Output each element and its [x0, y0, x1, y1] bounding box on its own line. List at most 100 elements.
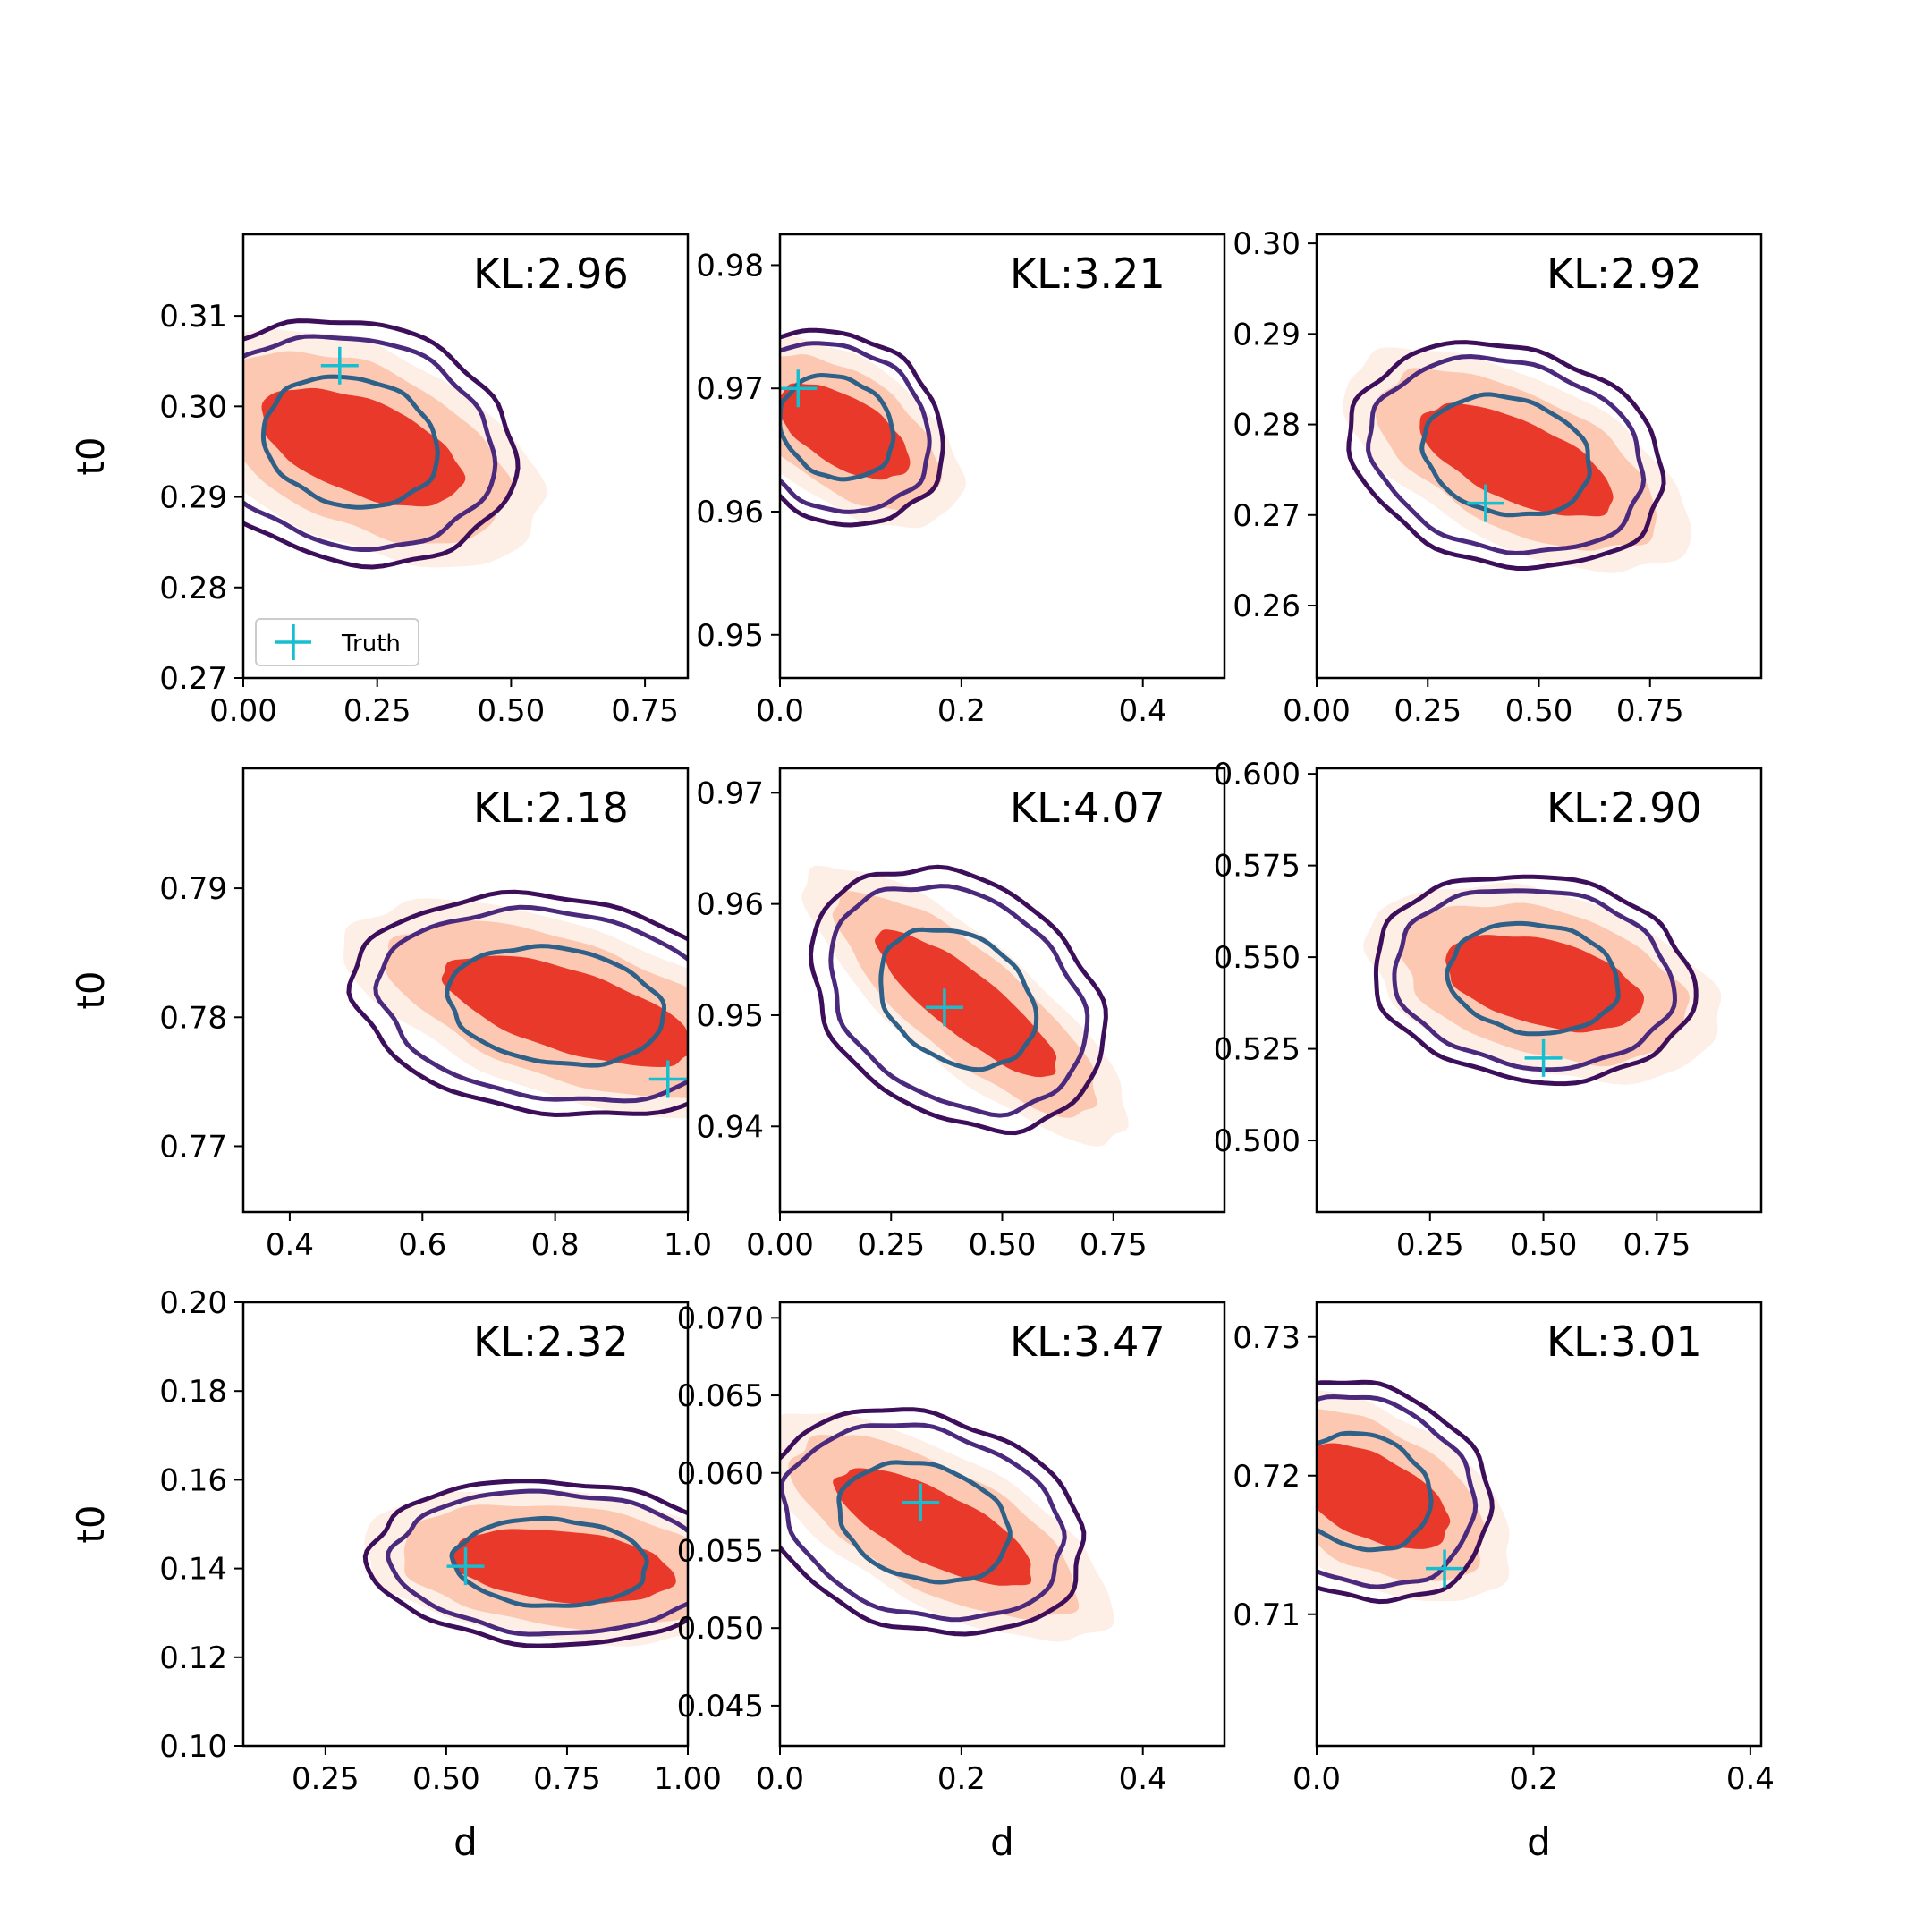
- contour-line-outer: [362, 1479, 688, 1648]
- plot-area: [362, 1479, 688, 1648]
- y-tick-label: 0.060: [677, 1456, 764, 1492]
- truth-marker: [1426, 1549, 1464, 1588]
- axes-frame: [1315, 1301, 1763, 1748]
- x-tick-label: 0.75: [1616, 693, 1684, 729]
- legend-plus-icon: [275, 624, 311, 660]
- x-tick-label: 0.00: [1283, 693, 1351, 729]
- density-fill-inner: [450, 1529, 676, 1605]
- subplot-1: 0.00 0.25 0.50 0.75 0.27 0.28 0.29 0.30 0.31 KL:2…: [69, 233, 690, 729]
- y-axis-label: t0: [69, 1504, 113, 1543]
- subplot-7: 0.25 0.50 0.75 1.00 0.10 0.12 0.14 0.16 0.18 0.20…: [69, 1285, 722, 1864]
- x-tick-label: 0.75: [1080, 1227, 1148, 1263]
- contour-line-mid: [386, 1488, 688, 1637]
- x-tick-label: 0.75: [1623, 1227, 1691, 1263]
- x-tick-label: 0.25: [1396, 1227, 1464, 1263]
- x-tick-label: 0.0: [756, 1761, 804, 1797]
- density-fill-inner: [780, 383, 911, 480]
- legend: Truth: [255, 618, 419, 666]
- contour-line-inner: [836, 1460, 1013, 1585]
- kl-annotation: KL:2.32: [473, 1318, 629, 1366]
- truth-marker: [320, 346, 359, 385]
- x-tick-label: 0.50: [969, 1227, 1037, 1263]
- truth-marker: [648, 1060, 687, 1098]
- x-tick-label: 0.4: [1119, 1761, 1167, 1797]
- x-tick-label: 0.25: [292, 1761, 360, 1797]
- x-tick-label: 0.6: [398, 1227, 446, 1263]
- legend-label: Truth: [341, 631, 401, 657]
- x-tick-label: 0.50: [412, 1761, 480, 1797]
- kl-annotation: KL:3.21: [1010, 250, 1165, 298]
- truth-marker: [1524, 1038, 1563, 1077]
- density-fill-inner: [1317, 1443, 1451, 1549]
- y-tick-label: 0.71: [1233, 1597, 1301, 1633]
- x-tick-label: 0.50: [1510, 1227, 1578, 1263]
- y-tick-label: 0.045: [677, 1689, 764, 1724]
- plot-area: [1317, 1379, 1510, 1605]
- contour-line-mid: [780, 341, 932, 514]
- y-tick-label: 0.600: [1214, 757, 1301, 792]
- y-tick-label: 0.20: [159, 1285, 227, 1321]
- y-axis-label: t0: [69, 970, 113, 1009]
- subplot-9: 0.0 0.2 0.4 0.71 0.72 0.73 KL:3.01 d: [1233, 1301, 1775, 1864]
- y-tick-label: 0.14: [159, 1552, 227, 1588]
- y-tick-label: 0.29: [1233, 317, 1301, 352]
- y-tick-label: 0.95: [696, 618, 764, 654]
- y-tick-label: 0.18: [159, 1374, 227, 1410]
- subplot-6: 0.25 0.50 0.75 0.500 0.525 0.550 0.575 0.600 KL:…: [1214, 757, 1763, 1263]
- subplot-8: 0.0 0.2 0.4 0.045 0.050 0.055 0.060 0.065 0.070 K…: [677, 1301, 1226, 1864]
- x-tick-label: 0.4: [266, 1227, 314, 1263]
- y-tick-label: 0.30: [159, 389, 227, 425]
- y-tick-label: 0.055: [677, 1533, 764, 1569]
- contour-line-inner: [878, 927, 1039, 1072]
- contour-line-outer: [243, 318, 521, 570]
- y-tick-label: 0.29: [159, 480, 227, 516]
- y-tick-label: 0.31: [159, 299, 227, 335]
- contour-line-inner: [260, 374, 440, 510]
- plot-area: [1342, 340, 1692, 573]
- subplot-3: 0.00 0.25 0.50 0.75 0.26 0.27 0.28 0.29 0.30 KL:2…: [1233, 226, 1763, 729]
- subplot-5: 0.00 0.25 0.50 0.75 0.94 0.95 0.96 0.97 KL:4.07: [696, 767, 1226, 1263]
- contour-line-mid: [243, 334, 498, 552]
- contour-line-mid: [1317, 1394, 1479, 1589]
- y-tick-label: 0.10: [159, 1729, 227, 1765]
- y-tick-label: 0.95: [696, 998, 764, 1034]
- x-axis-label: d: [453, 1820, 478, 1864]
- x-tick-label: 0.2: [937, 693, 986, 729]
- x-tick-label: 0.8: [531, 1227, 580, 1263]
- contour-line-mid: [780, 1422, 1067, 1623]
- kl-annotation: KL:3.47: [1010, 1318, 1165, 1366]
- x-tick-label: 0.25: [343, 693, 411, 729]
- plot-area: [343, 889, 688, 1119]
- x-tick-label: 0.50: [478, 693, 546, 729]
- axes-frame: [242, 767, 690, 1214]
- y-tick-label: 0.73: [1233, 1320, 1301, 1356]
- y-tick-label: 0.98: [696, 248, 764, 284]
- axes-frame: [778, 1301, 1226, 1748]
- kl-annotation: KL:2.96: [473, 250, 629, 298]
- y-tick-label: 0.070: [677, 1301, 764, 1336]
- x-tick-label: 1.00: [654, 1761, 722, 1797]
- density-fill-inner: [833, 1468, 1032, 1586]
- contour-line-mid: [828, 884, 1090, 1118]
- density-fill-inner: [1419, 402, 1614, 517]
- plot-area: [1363, 874, 1722, 1087]
- y-tick-label: 0.16: [159, 1462, 227, 1498]
- x-tick-label: 0.25: [857, 1227, 925, 1263]
- axes-frame: [242, 233, 690, 680]
- truth-marker: [446, 1547, 485, 1586]
- y-tick-label: 0.550: [1214, 940, 1301, 976]
- x-tick-label: 0.75: [611, 693, 679, 729]
- y-tick-label: 0.79: [159, 871, 227, 907]
- legend-box: [255, 618, 419, 666]
- contour-line-outer: [780, 1407, 1087, 1637]
- kl-annotation: KL:2.90: [1546, 784, 1702, 832]
- x-tick-label: 0.00: [209, 693, 277, 729]
- y-tick-label: 0.77: [159, 1129, 227, 1165]
- axes-frame: [778, 233, 1226, 680]
- truth-marker: [902, 1483, 940, 1521]
- y-tick-label: 0.27: [159, 661, 227, 697]
- y-tick-label: 0.97: [696, 371, 764, 407]
- y-tick-label: 0.30: [1233, 226, 1301, 262]
- axes-frame: [1315, 767, 1763, 1214]
